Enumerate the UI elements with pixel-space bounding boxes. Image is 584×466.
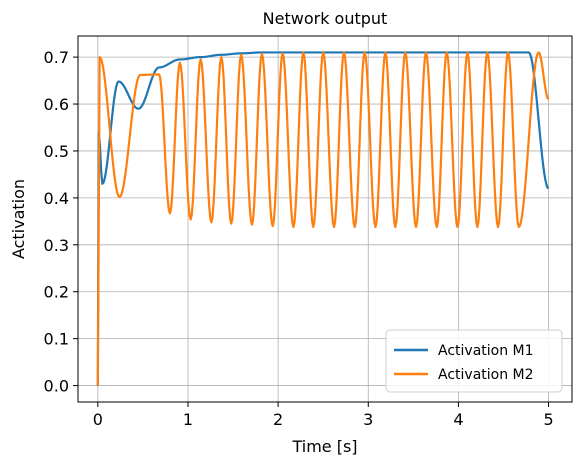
ticks: 0 1 2 3 4 5 0.0 0.1 0.2 0.3 0.4 0.5 0.6 0.7 xyxy=(44,48,554,429)
x-tick-label: 4 xyxy=(453,410,463,429)
legend-box xyxy=(385,329,563,393)
series-lines xyxy=(96,51,550,386)
y-tick-label: 0.6 xyxy=(44,95,69,114)
x-tick-label: 3 xyxy=(363,410,373,429)
y-tick-label: 0.0 xyxy=(44,377,69,396)
plot-frame xyxy=(77,35,573,403)
legend-label-2: Activation M2 xyxy=(438,367,534,383)
legend-label-1: Activation M1 xyxy=(438,343,534,359)
x-tick-label: 2 xyxy=(273,410,283,429)
y-tick-label: 0.1 xyxy=(44,330,69,349)
y-tick-label: 0.2 xyxy=(44,283,69,302)
x-tick-label: 1 xyxy=(183,410,193,429)
y-axis-label: Activation xyxy=(9,179,28,259)
x-tick-label: 5 xyxy=(543,410,553,429)
y-tick-label: 0.3 xyxy=(44,236,69,255)
y-tick-label: 0.7 xyxy=(44,48,69,67)
x-tick-label: 0 xyxy=(93,410,103,429)
y-tick-label: 0.5 xyxy=(44,142,69,161)
y-tick-label: 0.4 xyxy=(44,189,69,208)
series-line-2 xyxy=(96,51,550,386)
chart-title: Network output xyxy=(263,9,388,28)
legend: Activation M1 Activation M2 xyxy=(385,329,563,393)
x-axis-label: Time [s] xyxy=(291,437,357,456)
